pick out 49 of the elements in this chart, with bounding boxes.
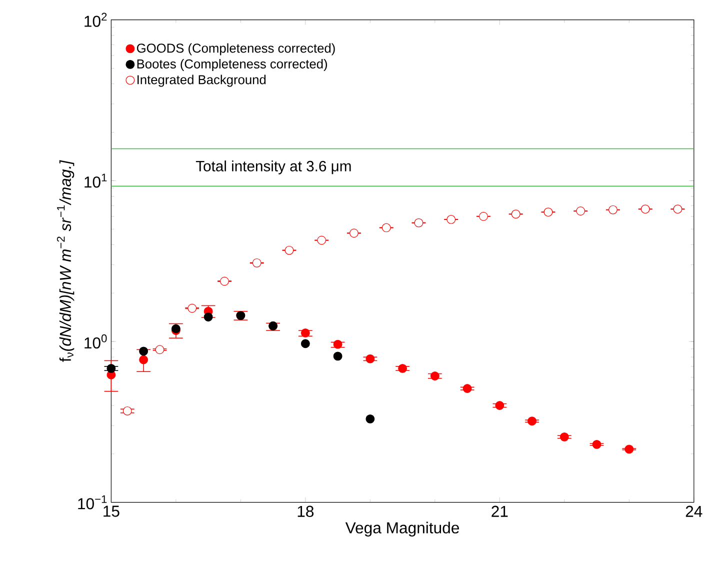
point xyxy=(139,355,148,364)
x-axis-title: Vega Magnitude xyxy=(345,522,459,537)
x-tick-label: 15 xyxy=(104,506,120,517)
y-tick-label: 10$^{0}$ xyxy=(84,334,107,349)
point xyxy=(528,416,537,426)
legend-label: Bootes (Completeness corrected) xyxy=(137,59,328,72)
point xyxy=(608,205,618,214)
point xyxy=(106,364,116,373)
point xyxy=(398,364,408,373)
point xyxy=(382,223,391,232)
point xyxy=(560,432,569,442)
point xyxy=(544,208,553,217)
point xyxy=(204,312,213,322)
point xyxy=(333,340,342,349)
point xyxy=(640,204,650,214)
point xyxy=(479,212,488,221)
point xyxy=(495,401,504,410)
point xyxy=(188,304,197,313)
point xyxy=(511,210,520,219)
legend-label: GOODS (Completeness corrected) xyxy=(136,43,335,56)
point xyxy=(430,372,440,381)
legend-label: Integrated Background xyxy=(138,74,266,87)
y-tick-label: 10$^{2}$ xyxy=(84,12,107,27)
point xyxy=(462,384,472,394)
point xyxy=(350,228,358,238)
point xyxy=(300,339,310,348)
x-tick-label: 18 xyxy=(298,506,314,518)
point xyxy=(220,276,229,286)
point xyxy=(317,236,326,245)
point xyxy=(300,328,310,338)
point xyxy=(139,346,148,356)
point xyxy=(414,218,424,228)
point xyxy=(284,246,294,255)
y-axis-title: f$_{ν}$(dN/dM)[nW m$^{−2}$ sr$^{−1}$/mag.] xyxy=(56,160,74,362)
x-tick-label: 24 xyxy=(686,506,702,517)
annotation: Total intensity at 3.6 μm xyxy=(196,160,351,174)
point xyxy=(366,414,375,424)
point xyxy=(592,440,602,449)
point xyxy=(576,206,586,216)
point xyxy=(446,215,456,224)
point xyxy=(366,354,375,364)
point xyxy=(624,444,634,454)
point xyxy=(252,258,262,268)
point xyxy=(333,352,342,361)
y-tick-label: 10$^{1}$ xyxy=(84,174,107,188)
point xyxy=(673,204,682,214)
point xyxy=(122,406,132,416)
point xyxy=(155,345,164,354)
x-tick-label: 21 xyxy=(492,506,508,517)
